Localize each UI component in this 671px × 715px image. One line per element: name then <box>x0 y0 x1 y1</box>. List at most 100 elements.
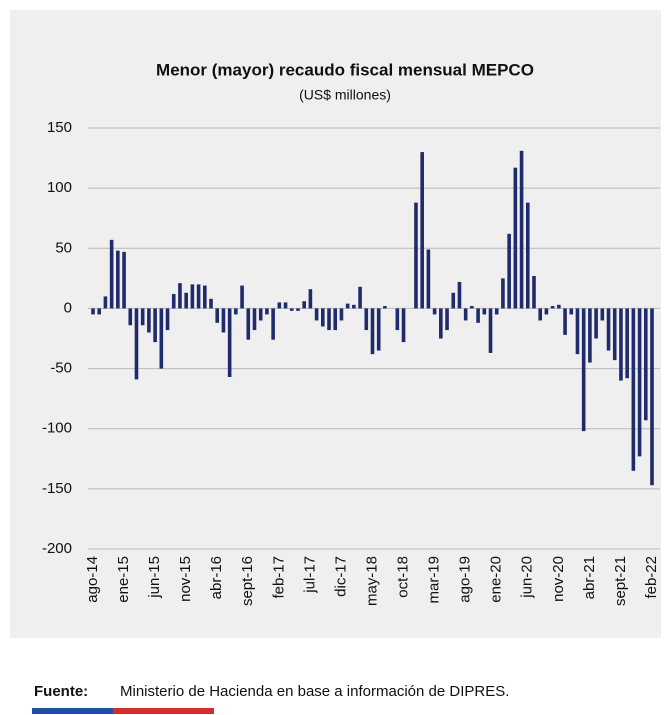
bar <box>184 293 188 309</box>
bar <box>538 308 542 320</box>
bar <box>246 308 250 339</box>
x-tick-label: jul-17 <box>301 556 318 594</box>
bar <box>358 287 362 309</box>
bar <box>495 308 499 314</box>
bar <box>228 308 232 377</box>
bar <box>197 284 201 308</box>
bar <box>309 289 313 308</box>
bar <box>178 283 182 308</box>
bar <box>619 308 623 380</box>
x-tick-label: nov-20 <box>550 556 567 602</box>
y-tick-label: -100 <box>42 420 72 437</box>
bar <box>489 308 493 353</box>
bar <box>135 308 139 379</box>
x-tick-label: ene-20 <box>488 556 505 603</box>
y-tick-label: 150 <box>47 119 72 136</box>
footer-bar-red <box>113 708 214 714</box>
bar <box>215 308 219 322</box>
bar <box>396 308 400 330</box>
bar <box>296 308 300 310</box>
x-tick-label: jun-20 <box>519 556 536 599</box>
bar <box>557 305 561 309</box>
chart: Menor (mayor) recaudo fiscal mensual MEP… <box>0 0 671 715</box>
bar <box>383 306 387 308</box>
y-tick-label: -150 <box>42 480 72 497</box>
bar <box>278 302 282 308</box>
bar <box>420 152 424 308</box>
bar <box>582 308 586 431</box>
y-tick-label: 100 <box>47 179 72 196</box>
bar <box>97 308 101 314</box>
bar <box>203 286 207 309</box>
bar <box>259 308 263 320</box>
bar <box>147 308 151 332</box>
bar <box>153 308 157 342</box>
bar <box>352 305 356 309</box>
bar <box>371 308 375 354</box>
bar <box>650 308 654 485</box>
y-tick-label: -200 <box>42 540 72 557</box>
bar <box>222 308 226 332</box>
bar <box>607 308 611 350</box>
bar <box>104 296 108 308</box>
bar <box>613 308 617 360</box>
bar <box>551 306 555 308</box>
bar <box>110 240 114 309</box>
bar <box>346 304 350 309</box>
x-tick-label: jun-15 <box>146 556 163 599</box>
bar <box>501 278 505 308</box>
bar <box>526 203 530 309</box>
bar <box>451 293 455 309</box>
footer-bar-blue <box>32 708 113 714</box>
bar <box>91 308 95 314</box>
bar <box>588 308 592 362</box>
bar <box>265 308 269 314</box>
chart-title: Menor (mayor) recaudo fiscal mensual MEP… <box>156 60 534 79</box>
bar <box>638 308 642 456</box>
bar <box>601 308 605 320</box>
bar <box>290 308 294 310</box>
bar <box>315 308 319 320</box>
x-tick-label: dic-17 <box>332 556 349 597</box>
bar <box>234 308 238 314</box>
bar <box>470 306 474 308</box>
bar <box>302 301 306 308</box>
y-tick-label: 50 <box>55 239 72 256</box>
bar <box>321 308 325 326</box>
x-tick-label: oct-18 <box>395 556 412 598</box>
x-tick-label: may-18 <box>363 556 380 606</box>
bar <box>122 252 126 309</box>
x-tick-label: ago-19 <box>457 556 474 603</box>
bar <box>464 308 468 320</box>
bar <box>377 308 381 350</box>
bar <box>507 234 511 309</box>
bar <box>563 308 567 334</box>
bar <box>625 308 629 378</box>
bar <box>271 308 275 339</box>
footer-text: Ministerio de Hacienda en base a informa… <box>120 683 509 700</box>
bar <box>445 308 449 330</box>
footer-label: Fuente: <box>34 683 88 700</box>
bar <box>253 308 257 330</box>
bar <box>483 308 487 314</box>
bar <box>166 308 170 330</box>
bar <box>427 249 431 308</box>
bar <box>569 308 573 314</box>
bar <box>414 203 418 309</box>
bar <box>514 168 518 309</box>
x-tick-label: feb-17 <box>270 556 287 599</box>
x-tick-label: mar-19 <box>426 556 443 604</box>
bar <box>160 308 164 368</box>
bar <box>128 308 132 325</box>
x-tick-label: abr-21 <box>581 556 598 599</box>
bar <box>340 308 344 320</box>
bar <box>545 308 549 314</box>
bar <box>364 308 368 330</box>
x-tick-label: sept-21 <box>612 556 629 606</box>
bar <box>476 308 480 322</box>
bar <box>458 282 462 308</box>
bar <box>402 308 406 342</box>
bar <box>209 299 213 309</box>
x-tick-label: abr-16 <box>208 556 225 599</box>
bar <box>191 284 195 308</box>
